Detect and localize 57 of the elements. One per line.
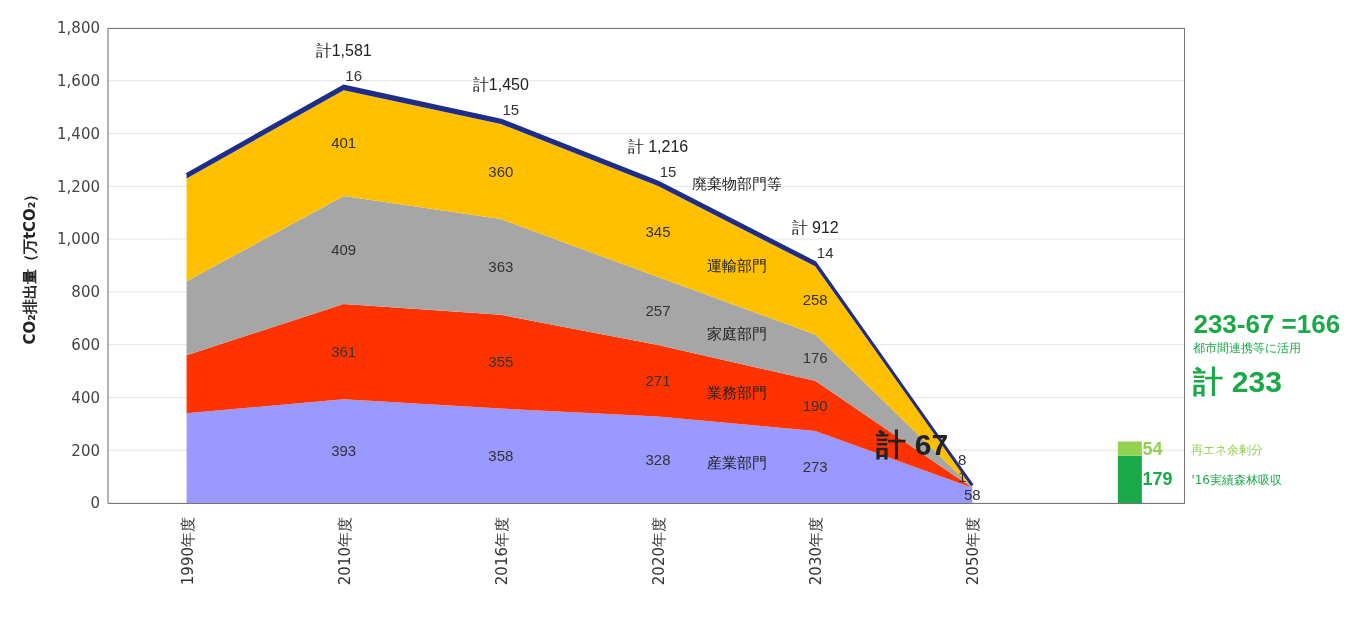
x-tick-label: 2030年度 [807,517,826,586]
x-tick-label: 2050年度 [964,517,983,586]
data-label: 328 [645,450,671,468]
x-tick-label: 2016年度 [492,517,511,586]
data-label: 358 [488,446,514,464]
data-label: 360 [488,162,514,180]
y-tick-label: 1,200 [57,177,100,196]
data-label: 393 [331,442,357,460]
series-label: 産業部門 [706,454,767,473]
data-label: 409 [331,241,357,259]
text: 233-67 =166 [1193,308,1342,340]
data-label: 363 [488,257,514,275]
text: 再エネ余剰分 [1191,442,1264,457]
data-label: 1 [958,468,967,486]
series-label: 業務部門 [706,384,767,403]
y-axis-title: CO₂排出量（万tCO₂） [21,186,40,345]
text: '16実績森林吸収 [1191,473,1283,488]
total-label: 計 67 [875,428,949,462]
y-tick-label: 200 [71,441,100,460]
data-label: 401 [331,134,357,152]
total-label: 計 1,216 [627,138,689,156]
data-label: 14 [816,243,834,261]
data-label: 345 [645,222,671,240]
data-label: 15 [659,163,677,181]
data-label: 361 [331,342,357,360]
data-label: 355 [488,352,514,370]
y-tick-label: 1,000 [57,230,100,249]
data-label: 8 [958,451,967,469]
series-label: 運輸部門 [706,256,767,275]
x-tick-label: 2010年度 [335,517,354,586]
data-label: 179 [1142,469,1173,490]
series-label: 家庭部門 [706,325,767,344]
data-label: 271 [645,371,671,389]
total-label: 計1,450 [472,76,529,94]
x-tick-label: 2020年度 [650,517,668,586]
y-tick-label: 1,400 [57,124,100,143]
data-label: 257 [645,302,671,320]
total-label: 計 912 [791,218,839,236]
total-label: 計 233 [1192,364,1282,398]
data-label: 273 [802,457,828,475]
total-label: 計1,581 [315,42,372,60]
y-tick-label: 800 [71,283,100,302]
data-label: 176 [802,348,828,366]
text: 都市間連携等に活用 [1193,339,1303,357]
y-tick-label: 600 [71,335,100,354]
y-tick-label: 1,800 [57,19,100,38]
y-tick-label: 1,600 [57,72,100,91]
y-tick-label: 400 [71,388,100,407]
y-tick-label: 0 [90,494,100,513]
data-label: 58 [963,486,981,504]
data-label: 16 [345,67,363,85]
x-tick-label: 1990年度 [178,517,197,586]
series-label: 廃棄物部門等 [691,175,782,194]
data-label: 190 [802,396,828,414]
data-label: 54 [1142,438,1163,459]
data-label: 258 [802,291,828,309]
data-label: 15 [502,101,520,119]
